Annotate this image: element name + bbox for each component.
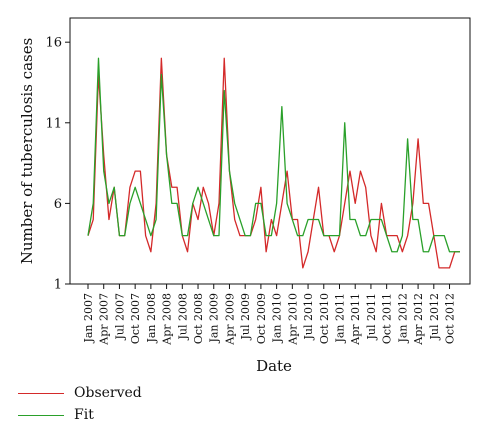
legend-item-observed: Observed <box>18 382 142 404</box>
x-tick-label: Apr 2008 <box>161 293 174 346</box>
y-tick-label: 1 <box>54 278 62 293</box>
x-axis: Jan 2007 Apr 2007 Jul 2007 Oct 2007 Jan 2008… <box>82 284 457 346</box>
observed-series-line <box>87 57 460 269</box>
y-tick-label: 16 <box>45 36 62 51</box>
x-tick-label: Jul 2012 <box>428 293 441 341</box>
legend-label-observed: Observed <box>74 385 142 401</box>
x-tick-label: Jul 2010 <box>302 293 315 341</box>
x-tick-label: Oct 2011 <box>381 293 394 344</box>
legend-swatch-observed <box>18 392 64 394</box>
x-tick-label: Jan 2010 <box>271 293 284 344</box>
legend-label-fit: Fit <box>74 407 94 423</box>
series-layer <box>87 57 460 269</box>
x-tick-label: Oct 2009 <box>255 293 268 344</box>
x-tick-label: Jul 2011 <box>365 293 378 341</box>
x-tick-label: Apr 2009 <box>223 293 236 346</box>
legend-item-fit: Fit <box>18 404 142 426</box>
x-tick-label: Apr 2011 <box>349 293 362 346</box>
x-tick-label: Apr 2010 <box>286 293 299 346</box>
x-tick-label: Oct 2010 <box>318 293 331 344</box>
x-tick-label: Jul 2007 <box>113 293 126 341</box>
fit-series-line <box>87 57 460 253</box>
x-tick-label: Jan 2008 <box>145 293 158 344</box>
plot-frame <box>69 17 471 285</box>
x-tick-label: Jul 2009 <box>239 293 252 341</box>
x-tick-label: Apr 2012 <box>412 293 425 346</box>
legend-swatch-fit <box>18 414 64 416</box>
x-tick-label: Oct 2012 <box>444 293 457 344</box>
x-tick-label: Jul 2008 <box>176 293 189 341</box>
x-tick-label: Jan 2012 <box>396 293 409 344</box>
y-axis-title: Number of tuberculosis cases <box>18 38 36 265</box>
y-tick-label: 6 <box>54 197 62 212</box>
x-tick-label: Jan 2009 <box>208 293 221 344</box>
x-tick-label: Oct 2008 <box>192 293 205 344</box>
x-tick-label: Oct 2007 <box>129 293 142 344</box>
y-tick-label: 11 <box>45 116 62 131</box>
x-tick-label: Jan 2007 <box>82 293 95 344</box>
legend: Observed Fit <box>18 382 142 426</box>
x-axis-title: Date <box>256 357 292 375</box>
x-tick-label: Jan 2011 <box>333 293 346 344</box>
x-tick-label: Apr 2007 <box>98 293 111 346</box>
